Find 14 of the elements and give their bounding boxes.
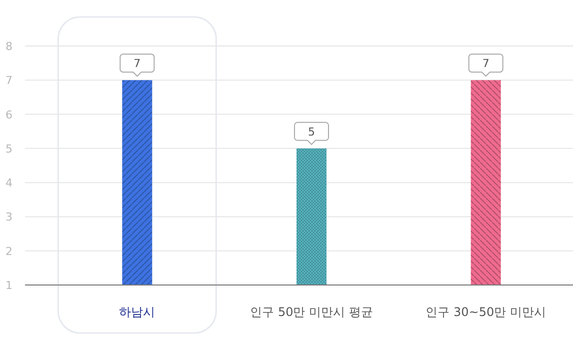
y-tick-label: 2 xyxy=(6,244,12,258)
x-tick-label: 인구 50만 미만시 평균 xyxy=(250,305,373,319)
x-tick-label: 인구 30~50만 미만시 xyxy=(426,305,546,319)
y-tick-label: 4 xyxy=(6,176,12,190)
y-tick-label: 7 xyxy=(6,74,12,88)
x-tick-label: 하남시 xyxy=(119,305,156,319)
y-tick-label: 5 xyxy=(6,142,12,156)
y-tick-label: 8 xyxy=(6,40,12,53)
data-label: 7 xyxy=(482,57,490,70)
y-tick-label: 1 xyxy=(6,279,12,292)
data-label: 5 xyxy=(308,125,315,138)
y-tick-label: 3 xyxy=(6,210,12,224)
data-label: 7 xyxy=(134,57,141,70)
y-tick-label: 6 xyxy=(6,108,12,122)
